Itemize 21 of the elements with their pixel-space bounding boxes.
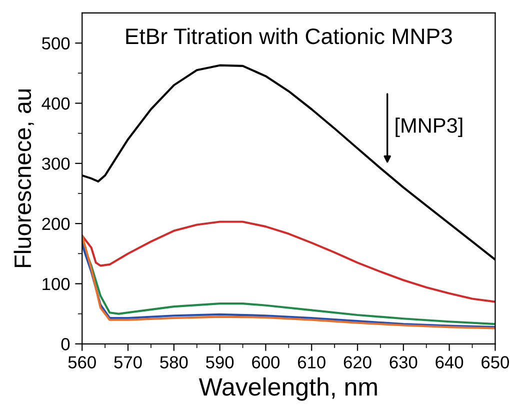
text: EtBr Titration with Cationic MNP3 — [126, 28, 452, 44]
x-tick-label: 590 — [206, 356, 234, 368]
x-tick-label: 650 — [482, 356, 510, 368]
y-axis-title: Fluorescnece, au — [14, 89, 34, 268]
x-tick-label: 620 — [344, 356, 372, 368]
x-tick-label: 640 — [436, 356, 464, 368]
y-tick-label: 200 — [42, 218, 70, 230]
y-tick-label: 500 — [42, 37, 70, 50]
y-tick-label: 400 — [42, 97, 70, 110]
annotation: [MNP3] — [396, 118, 462, 138]
y-tick-label: 0 — [61, 338, 70, 350]
x-axis-title: Wavelength, nm — [198, 377, 377, 401]
x-tick-label: 600 — [252, 356, 280, 368]
line-series — [82, 220, 496, 303]
x-tick-label: 560 — [68, 356, 96, 368]
x-tick-label: 610 — [298, 356, 326, 368]
x-tick-label: 570 — [114, 356, 142, 368]
y-tick-label: 300 — [42, 158, 70, 170]
x-tick-label: 630 — [390, 356, 418, 368]
x-tick-label: 580 — [160, 356, 188, 368]
y-tick-label: 100 — [42, 278, 70, 290]
